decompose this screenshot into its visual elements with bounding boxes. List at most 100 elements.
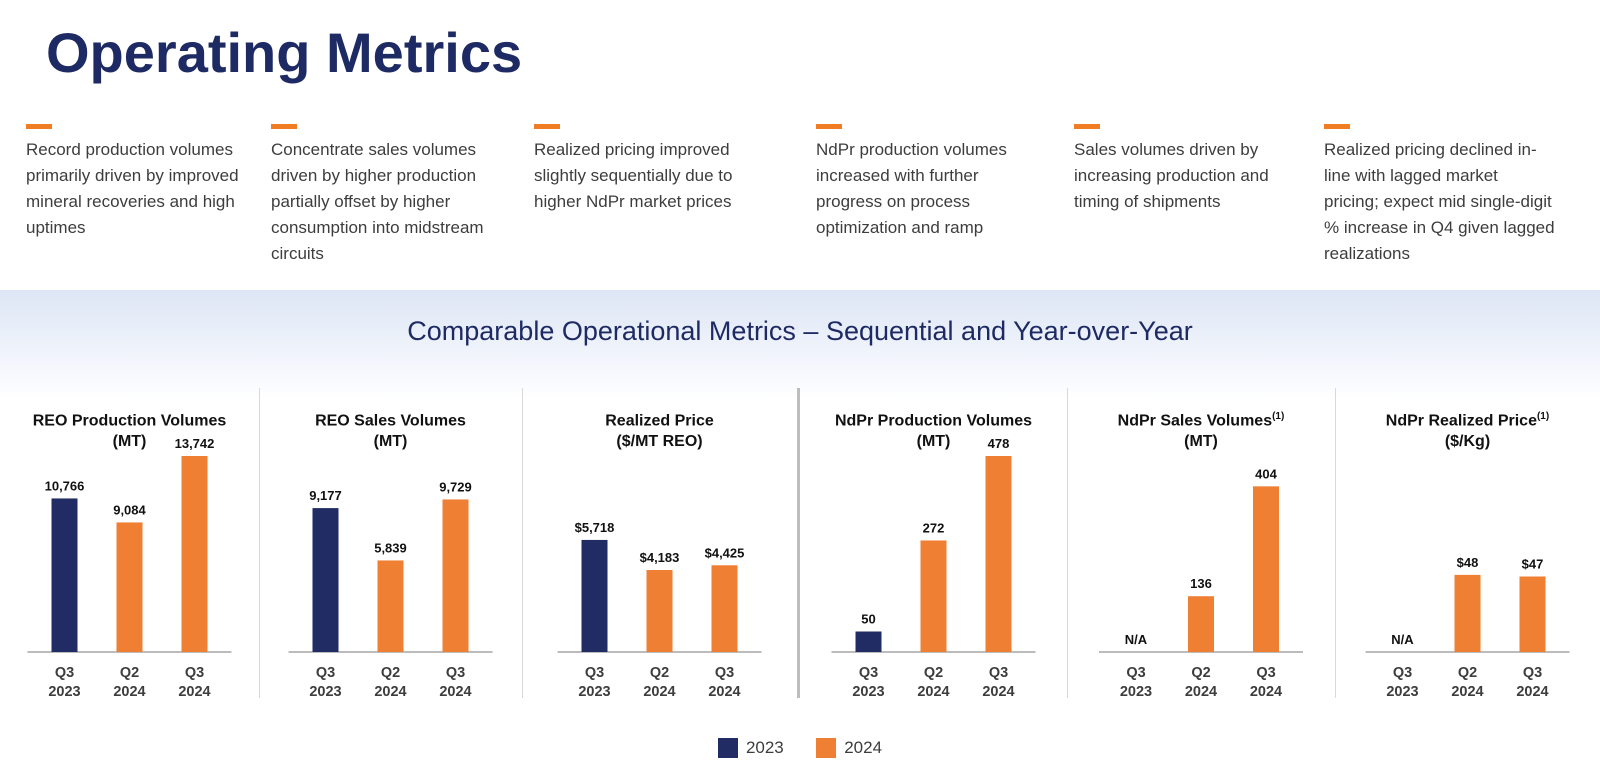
bar-q3-2023 (51, 498, 78, 652)
x-tick-label: Q3 (1256, 665, 1275, 681)
chart-title-line2: (MT) (1184, 433, 1218, 451)
bar-q3-2024 (1519, 576, 1546, 652)
data-label: 272 (923, 520, 945, 535)
data-label: 136 (1190, 576, 1212, 591)
chart-plot: $5,718 Q3 2023 $4,183 Q2 2024 $4,425 Q3 2024 (557, 520, 762, 700)
data-label: 13,742 (175, 436, 215, 451)
chart-divider (1067, 388, 1068, 698)
accent-dash (1074, 124, 1100, 129)
chart-footnote: (1) (1536, 411, 1550, 422)
highlight-reo-sales: Concentrate sales volumes driven by high… (271, 124, 503, 267)
x-tick-label: 2024 (1185, 684, 1217, 700)
data-label: 9,177 (309, 488, 342, 503)
x-tick-label: Q2 (650, 665, 669, 681)
highlight-text: Sales volumes driven by increasing produ… (1074, 140, 1269, 211)
data-label: $4,183 (640, 550, 680, 565)
x-tick-label: 2024 (113, 684, 145, 700)
x-tick-label: 2024 (1451, 684, 1483, 700)
data-label: N/A (1391, 632, 1414, 647)
chart-reo-sales: REO Sales Volumes (MT) 9,177 Q3 2023 5,839 Q… (259, 380, 522, 700)
highlight-reo-production: Record production volumes primarily driv… (26, 124, 241, 241)
x-tick-label: Q3 (989, 665, 1008, 681)
x-tick-label: 2023 (1120, 684, 1152, 700)
highlight-text: NdPr production volumes increased with f… (816, 140, 1007, 237)
x-tick-label: 2024 (643, 684, 675, 700)
x-tick-label: Q3 (1393, 665, 1412, 681)
chart-title: NdPr Sales Volumes(1) (MT) (1067, 406, 1335, 452)
x-tick-label: 2024 (917, 684, 949, 700)
charts-row: REO Production Volumes (MT) 10,766 Q3 2023… (0, 380, 1600, 700)
chart-plot: N/A Q3 2023 $48 Q2 2024 $47 Q3 2024 (1365, 555, 1570, 700)
chart-title-line2: ($/MT REO) (616, 433, 703, 451)
x-tick-label: 2023 (852, 684, 884, 700)
x-tick-label: Q3 (1523, 665, 1542, 681)
chart-divider (797, 388, 800, 698)
accent-dash (1324, 124, 1350, 129)
legend-swatch-2023 (717, 738, 738, 758)
accent-dash (271, 124, 297, 129)
legend-label-2024: 2024 (844, 738, 883, 757)
data-label: $4,425 (705, 545, 745, 560)
bar-q2-2024 (1188, 596, 1214, 652)
chart-title-line2: ($/Kg) (1444, 433, 1491, 451)
chart-title-line1: NdPr Production Volumes (834, 412, 1033, 430)
chart-footnote: (1) (1272, 411, 1285, 422)
highlight-ndpr-price: Realized pricing declined in-line with l… (1324, 124, 1556, 267)
accent-dash (816, 124, 842, 129)
x-tick-label: 2024 (982, 684, 1014, 700)
data-label: 9,729 (439, 479, 472, 494)
data-label: $48 (1457, 555, 1479, 570)
legend-label-2023: 2023 (745, 738, 784, 757)
x-tick-label: Q2 (1458, 665, 1477, 681)
x-tick-label: Q3 (316, 665, 335, 681)
data-label: 9,084 (113, 502, 146, 517)
bar-q2-2024 (920, 540, 947, 652)
bar-q3-2023 (312, 508, 339, 652)
chart-title: NdPr Production Volumes (MT) (800, 406, 1067, 452)
x-tick-label: 2023 (578, 684, 610, 700)
x-tick-label: Q3 (585, 665, 604, 681)
legend-item-2023: 2023 (717, 738, 784, 758)
x-tick-label: Q3 (1126, 665, 1145, 681)
highlight-text: Realized pricing declined in-line with l… (1324, 140, 1555, 263)
x-tick-label: 2024 (708, 684, 740, 700)
chart-title: REO Sales Volumes (MT) (259, 406, 522, 452)
chart-title-line2: (MT) (373, 433, 408, 451)
x-tick-label: Q3 (859, 665, 878, 681)
chart-title-line1: NdPr Sales Volumes (1117, 412, 1273, 430)
chart-divider (1335, 388, 1336, 698)
chart-ndpr-sales: NdPr Sales Volumes(1) (MT) N/A Q3 2023 136 Q… (1067, 380, 1335, 700)
accent-dash (26, 124, 52, 129)
bar-q3-2024 (442, 499, 469, 652)
data-label: 478 (988, 436, 1010, 451)
x-tick-label: Q2 (381, 665, 400, 681)
chart-plot: N/A Q3 2023 136 Q2 2024 404 Q3 2024 (1099, 466, 1303, 700)
x-tick-label: Q3 (55, 665, 74, 681)
legend-swatch-2024 (816, 738, 837, 758)
chart-plot: 50 Q3 2023 272 Q2 2024 478 Q3 2024 (831, 436, 1036, 700)
data-label: 10,766 (45, 478, 85, 493)
chart-title-line1: REO Production Volumes (32, 412, 227, 430)
x-tick-label: Q2 (924, 665, 943, 681)
bar-q3-2024 (1253, 486, 1279, 652)
highlight-text: Concentrate sales volumes driven by high… (271, 140, 484, 263)
x-tick-label: Q3 (446, 665, 465, 681)
chart-divider (259, 388, 260, 698)
highlight-ndpr-sales: Sales volumes driven by increasing produ… (1074, 124, 1280, 215)
x-tick-label: 2024 (1516, 684, 1548, 700)
chart-ndpr-price: NdPr Realized Price(1) ($/Kg) N/A Q3 2023 $… (1335, 380, 1600, 700)
chart-plot: 9,177 Q3 2023 5,839 Q2 2024 9,729 Q3 2024 (288, 479, 493, 700)
data-label: $5,718 (575, 520, 615, 535)
section-band (0, 290, 1600, 400)
chart-title: REO Production Volumes (MT) (0, 406, 259, 452)
data-label: 5,839 (374, 540, 407, 555)
x-tick-label: Q3 (715, 665, 734, 681)
bar-q3-2024 (181, 456, 208, 652)
data-label: 404 (1255, 466, 1277, 481)
bar-q2-2024 (646, 570, 673, 652)
highlight-ndpr-production: NdPr production volumes increased with f… (816, 124, 1038, 241)
chart-realized-price: Realized Price ($/MT REO) $5,718 Q3 2023 $4… (522, 380, 797, 700)
bar-q3-2023 (581, 539, 608, 652)
accent-dash (534, 124, 560, 129)
chart-title-line2: (MT) (112, 433, 147, 451)
